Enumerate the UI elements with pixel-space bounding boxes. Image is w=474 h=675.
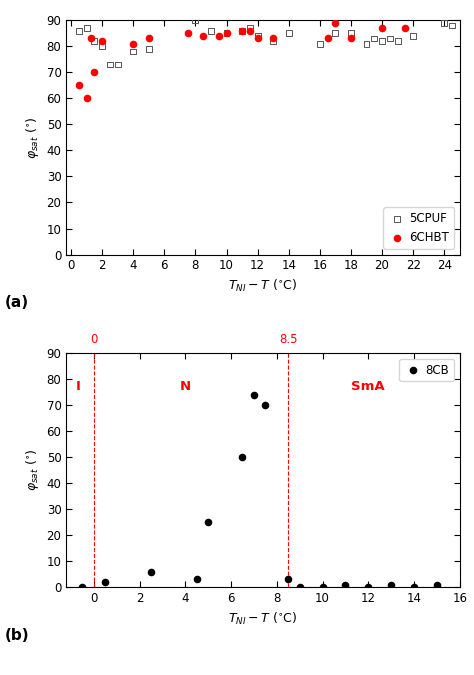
5CPUF <box>269 36 277 47</box>
5CPUF <box>246 23 254 34</box>
Text: 0: 0 <box>90 333 98 346</box>
Text: (a): (a) <box>5 295 29 310</box>
Text: 8.5: 8.5 <box>279 333 298 346</box>
5CPUF <box>254 30 262 41</box>
5CPUF <box>448 20 456 31</box>
6CHBT <box>378 23 386 34</box>
8CB <box>410 582 418 593</box>
8CB <box>193 574 201 585</box>
6CHBT <box>324 33 331 44</box>
6CHBT <box>347 33 355 44</box>
8CB <box>262 400 269 410</box>
Text: SmA: SmA <box>352 380 385 394</box>
8CB <box>284 574 292 585</box>
6CHBT <box>223 28 230 38</box>
5CPUF <box>145 43 153 54</box>
6CHBT <box>145 33 153 44</box>
5CPUF <box>75 25 82 36</box>
8CB <box>296 582 303 593</box>
6CHBT <box>238 25 246 36</box>
8CB <box>433 579 441 590</box>
6CHBT <box>83 93 91 104</box>
6CHBT <box>184 28 191 38</box>
8CB <box>79 582 86 593</box>
6CHBT <box>215 30 223 41</box>
5CPUF <box>114 59 121 70</box>
8CB <box>387 579 395 590</box>
Text: I: I <box>75 380 80 394</box>
5CPUF <box>378 36 386 47</box>
5CPUF <box>129 46 137 57</box>
X-axis label: $T_{NI} - T\ (^{\circ}\mathrm{C})$: $T_{NI} - T\ (^{\circ}\mathrm{C})$ <box>228 611 298 627</box>
5CPUF <box>285 28 292 38</box>
5CPUF <box>207 25 215 36</box>
8CB <box>239 452 246 462</box>
5CPUF <box>316 38 324 49</box>
Y-axis label: $\varphi_{sat}\ (^{\circ})$: $\varphi_{sat}\ (^{\circ})$ <box>24 449 41 491</box>
8CB <box>319 582 326 593</box>
Legend: 5CPUF, 6CHBT: 5CPUF, 6CHBT <box>383 207 454 248</box>
5CPUF <box>440 18 448 28</box>
5CPUF <box>347 28 355 38</box>
5CPUF <box>98 41 106 52</box>
5CPUF <box>371 33 378 44</box>
8CB <box>365 582 372 593</box>
5CPUF <box>83 23 91 34</box>
X-axis label: $T_{NI} - T\ (^{\circ}\mathrm{C})$: $T_{NI} - T\ (^{\circ}\mathrm{C})$ <box>228 278 298 294</box>
5CPUF <box>410 30 417 41</box>
5CPUF <box>332 28 339 38</box>
6CHBT <box>129 38 137 49</box>
5CPUF <box>394 36 401 47</box>
Text: N: N <box>180 380 191 394</box>
5CPUF <box>363 38 370 49</box>
6CHBT <box>269 33 277 44</box>
6CHBT <box>91 67 98 78</box>
5CPUF <box>191 15 199 26</box>
5CPUF <box>238 25 246 36</box>
5CPUF <box>223 28 230 38</box>
6CHBT <box>332 18 339 28</box>
6CHBT <box>98 36 106 47</box>
8CB <box>101 576 109 587</box>
6CHBT <box>200 30 207 41</box>
6CHBT <box>87 33 95 44</box>
8CB <box>204 517 212 528</box>
6CHBT <box>401 23 409 34</box>
Text: (b): (b) <box>5 628 29 643</box>
8CB <box>250 389 258 400</box>
5CPUF <box>106 59 114 70</box>
6CHBT <box>254 33 262 44</box>
5CPUF <box>91 36 98 47</box>
5CPUF <box>386 33 393 44</box>
6CHBT <box>246 25 254 36</box>
Legend: 8CB: 8CB <box>400 359 454 381</box>
6CHBT <box>75 80 82 90</box>
Y-axis label: $\varphi_{sat}\ (^{\circ})$: $\varphi_{sat}\ (^{\circ})$ <box>24 116 41 159</box>
8CB <box>147 566 155 577</box>
8CB <box>342 579 349 590</box>
